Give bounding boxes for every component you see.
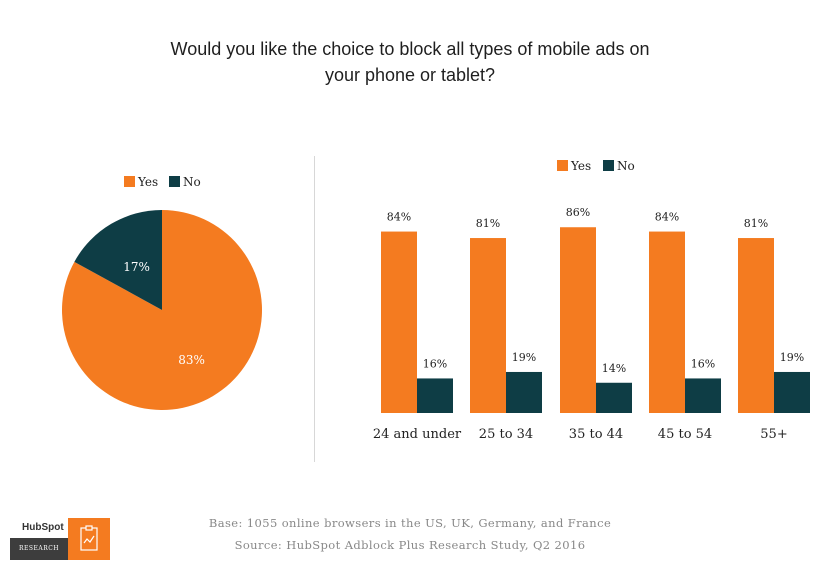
bar-yes-2 bbox=[560, 227, 596, 413]
bar-label-no-4: 19% bbox=[780, 351, 804, 364]
footer-base-note: Base: 1055 online browsers in the US, UK… bbox=[208, 516, 612, 530]
footer-source-note: Source: HubSpot Adblock Plus Research St… bbox=[234, 538, 586, 552]
pie-legend-label-no: No bbox=[183, 175, 201, 189]
bar-label-yes-1: 81% bbox=[476, 217, 500, 230]
bar-category-label-4: 55+ bbox=[760, 427, 787, 442]
bar-yes-1 bbox=[470, 238, 506, 413]
chart-title-line-2: your phone or tablet? bbox=[324, 65, 496, 85]
bar-category-label-1: 25 to 34 bbox=[479, 427, 533, 442]
report-icon bbox=[68, 518, 110, 560]
bar-label-yes-3: 84% bbox=[655, 211, 679, 224]
bar-legend-label-yes: Yes bbox=[570, 159, 591, 173]
bar-label-yes-4: 81% bbox=[744, 217, 768, 230]
bar-yes-0 bbox=[381, 231, 417, 413]
chart-divider bbox=[314, 156, 315, 462]
bar-no-1 bbox=[506, 371, 542, 413]
bar-no-3 bbox=[685, 378, 721, 413]
pie-slice-no bbox=[74, 210, 162, 310]
hubspot-research-logo: HubSpot RESEARCH bbox=[10, 518, 68, 560]
bar-no-0 bbox=[417, 378, 453, 413]
bar-category-label-3: 45 to 54 bbox=[658, 427, 712, 442]
bar-label-no-1: 19% bbox=[512, 351, 536, 364]
chart-title-line-1: Would you like the choice to block all t… bbox=[170, 39, 650, 59]
bar-legend-swatch-yes bbox=[557, 160, 568, 171]
bar-label-no-3: 16% bbox=[691, 357, 715, 370]
chart-title: Would you like the choice to block all t… bbox=[110, 36, 710, 88]
pie-legend-label-yes: Yes bbox=[137, 175, 158, 189]
pie-slice-label-no: 17% bbox=[123, 260, 150, 274]
bar-no-4 bbox=[774, 371, 810, 413]
bar-legend-swatch-no bbox=[603, 160, 614, 171]
bar-label-yes-2: 86% bbox=[566, 206, 590, 219]
pie-legend-swatch-no bbox=[169, 176, 180, 187]
pie-legend-swatch-yes bbox=[124, 176, 135, 187]
bar-label-no-0: 16% bbox=[423, 357, 447, 370]
logo-sub-text: RESEARCH bbox=[10, 538, 68, 560]
bar-label-no-2: 14% bbox=[602, 362, 626, 375]
bar-yes-4 bbox=[738, 238, 774, 413]
bar-category-label-0: 24 and under bbox=[373, 427, 462, 442]
bar-category-label-2: 35 to 44 bbox=[569, 427, 623, 442]
logo-brand-text: HubSpot bbox=[10, 518, 68, 538]
bar-no-2 bbox=[596, 382, 632, 413]
bar-label-yes-0: 84% bbox=[387, 211, 411, 224]
bar-yes-3 bbox=[649, 231, 685, 413]
pie-slice-label-yes: 83% bbox=[178, 353, 205, 367]
bar-legend-label-no: No bbox=[617, 159, 635, 173]
